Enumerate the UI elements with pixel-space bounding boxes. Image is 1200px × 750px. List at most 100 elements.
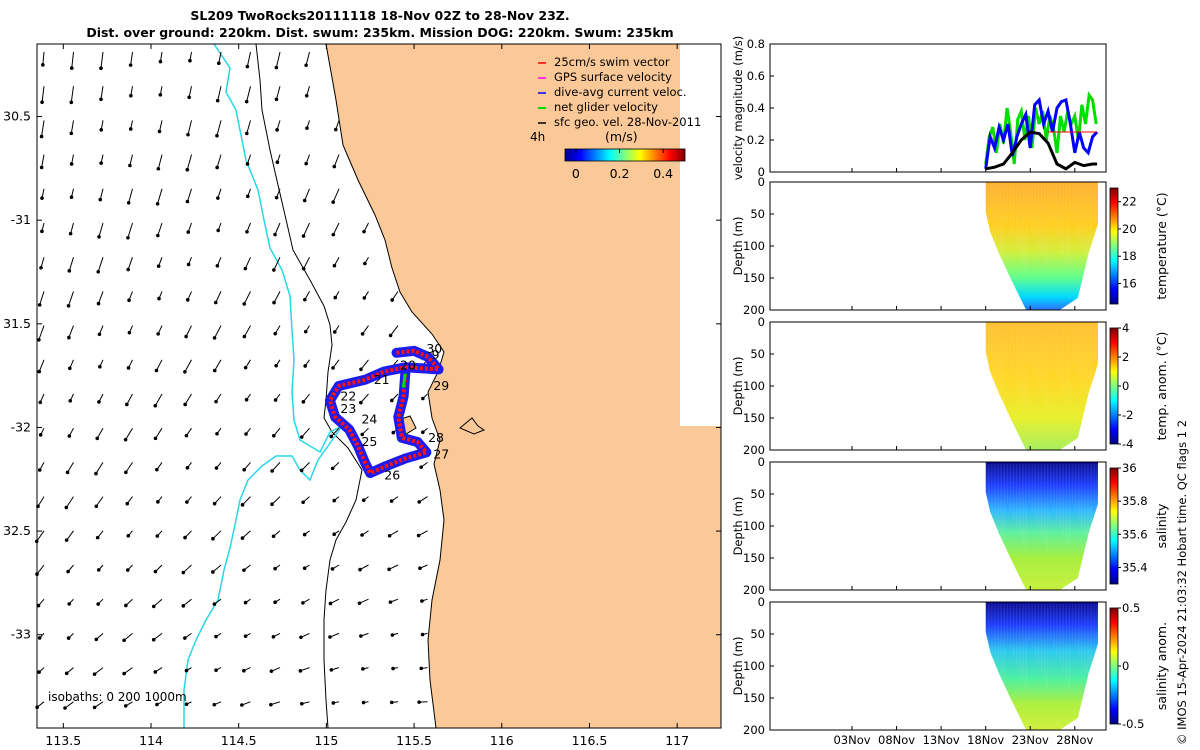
velocity-vector-head — [417, 500, 421, 504]
velocity-vector-head — [273, 600, 277, 605]
velocity-vector — [218, 51, 222, 64]
section-colorbar-tick-label: 22 — [1122, 195, 1137, 209]
velocity-vector — [214, 359, 222, 371]
velocity-vector — [216, 120, 222, 136]
velocity-vector-head — [243, 365, 248, 370]
velocity-vector — [275, 86, 281, 100]
velocity-vector-head — [363, 261, 367, 266]
velocity-vector-head — [155, 702, 159, 707]
velocity-vector-head — [123, 437, 128, 442]
velocity-vector — [36, 530, 45, 542]
legend-net-label: net glider velocity — [554, 100, 658, 114]
velocity-vector-head — [64, 505, 69, 510]
section-ytick-label: 150 — [743, 271, 765, 285]
section-colorbar-tick-label: 20 — [1122, 222, 1137, 236]
velocity-vector-head — [244, 397, 249, 402]
velocity-vector-head — [242, 568, 246, 572]
velocity-vector-head — [68, 398, 73, 403]
map-xtick-label: 115 — [314, 733, 338, 748]
velocity-vector-head — [244, 99, 249, 104]
track-net-velocity — [401, 373, 407, 388]
velocity-vector-head — [98, 364, 102, 369]
velocity-vector-head — [125, 402, 129, 407]
velocity-vector-head — [40, 100, 44, 104]
velocity-vector-head — [274, 65, 279, 70]
velocity-vector-head — [68, 366, 72, 371]
velocity-vector — [130, 51, 133, 66]
time-tick-label: 28Nov — [1056, 733, 1093, 747]
velocity-vector-head — [126, 366, 131, 370]
velocity-vector — [153, 598, 163, 607]
velocity-vector-head — [273, 566, 277, 571]
velocity-vector-head — [64, 538, 69, 542]
velocity-vector-head — [217, 61, 221, 65]
velocity-vector — [129, 154, 133, 166]
velocity-vector-head — [158, 59, 163, 64]
velocity-vector — [390, 325, 399, 336]
velocity-vector-head — [240, 503, 245, 507]
section-colorbar-label: salinity anom. — [1154, 622, 1169, 710]
velocity-vector-head — [360, 332, 365, 336]
velocity-vector-head — [273, 398, 278, 402]
velocity-vector-head — [331, 200, 335, 204]
legend-sfcgeo-label: sfc geo. vel. 28-Nov-2011 — [554, 115, 701, 129]
velocity-vector-head — [216, 196, 220, 200]
velocity-vector-head — [271, 534, 276, 539]
velocity-vector-head — [94, 504, 99, 509]
velocity-vector-head — [244, 432, 248, 436]
velocity-vector — [244, 256, 251, 269]
velocity-vector — [41, 120, 45, 137]
velocity-vector-head — [360, 533, 364, 537]
velocity-ytick-label: 0.4 — [747, 101, 765, 115]
section-colorbar-tick-label: 35.4 — [1122, 560, 1148, 574]
velocity-vector — [155, 427, 163, 439]
velocity-vector-head — [92, 705, 97, 710]
velocity-vector — [271, 462, 281, 472]
velocity-ylabel: velocity magnitude (m/s) — [731, 36, 745, 181]
map-xtick-label: 114 — [139, 733, 163, 748]
section-panel: 0 50 100 150 200 Depth (m) 35.4 35.6 35.8 36 salin… — [731, 455, 1169, 597]
velocity-vector-head — [128, 127, 133, 131]
velocity-vector-head — [242, 668, 246, 673]
velocity-vector-head — [332, 532, 336, 537]
velocity-vector — [41, 86, 45, 103]
velocity-vector-head — [421, 430, 425, 435]
velocity-vector-head — [154, 368, 159, 373]
velocity-vector-head — [211, 536, 215, 541]
velocity-vector-head — [185, 500, 189, 504]
velocity-vector-head — [243, 266, 248, 271]
map-ytick-label: 30.5 — [3, 109, 31, 124]
velocity-vector — [99, 188, 104, 200]
velocity-vector — [274, 222, 281, 235]
velocity-vector-head — [421, 396, 425, 401]
velocity-vector-head — [68, 231, 73, 236]
velocity-vector — [125, 427, 133, 440]
velocity-vector — [126, 393, 133, 405]
velocity-vector-head — [332, 164, 337, 169]
velocity-vector — [98, 291, 104, 304]
velocity-vector-head — [245, 194, 250, 199]
day-label: 30 — [426, 341, 442, 356]
velocity-vector-head — [216, 228, 220, 233]
section-ytick-label: 0 — [758, 455, 765, 469]
velocity-vector-head — [359, 634, 363, 638]
velocity-vector-head — [184, 334, 188, 339]
section-ytick-label: 100 — [743, 239, 765, 253]
velocity-vector — [96, 427, 104, 439]
section-ytick-label: 50 — [750, 487, 765, 501]
time-axis-ticks: 03Nov 08Nov 13Nov 18Nov 23Nov 28Nov — [833, 168, 1094, 747]
velocity-vector — [185, 325, 192, 337]
velocity-vector-head — [303, 364, 307, 368]
velocity-vector-head — [300, 701, 304, 706]
velocity-vector-head — [67, 335, 71, 340]
velocity-vector-head — [357, 601, 362, 605]
velocity-vector — [271, 496, 281, 505]
time-tick-label: 23Nov — [1012, 733, 1049, 747]
velocity-vector-head — [181, 570, 186, 575]
velocity-vector-head — [333, 127, 338, 132]
time-tick-label: 18Nov — [967, 733, 1004, 747]
day-label: 22 — [340, 389, 356, 404]
velocity-vector-head — [126, 534, 131, 538]
velocity-vector-head — [153, 403, 158, 408]
velocity-vector-head — [419, 465, 423, 469]
